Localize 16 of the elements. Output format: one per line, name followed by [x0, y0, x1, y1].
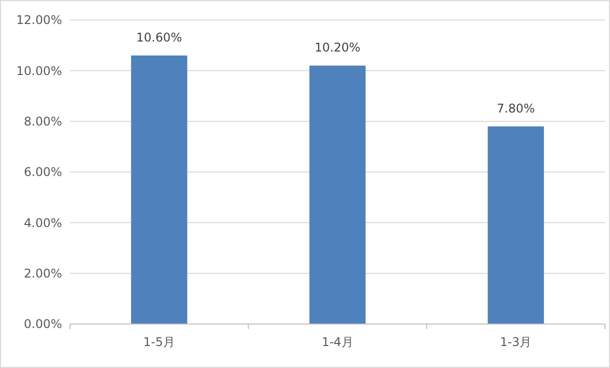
y-tick-label: 2.00% [24, 266, 62, 281]
x-tick-label: 1-4月 [322, 335, 354, 349]
y-tick-label: 0.00% [24, 317, 62, 332]
y-tick-label: 10.00% [16, 64, 62, 78]
y-tick-label: 4.00% [24, 216, 62, 230]
x-tick-label: 1-3月 [500, 335, 532, 349]
x-tick-label: 1-5月 [143, 335, 175, 349]
data-label: 7.80% [496, 101, 535, 116]
data-label: 10.60% [136, 30, 182, 44]
data-label: 10.20% [314, 40, 360, 55]
y-tick-label: 12.00% [16, 13, 62, 28]
y-tick-label: 6.00% [24, 165, 62, 180]
bar [131, 55, 188, 324]
y-tick-label: 8.00% [24, 114, 62, 129]
bar [309, 66, 366, 324]
bar [488, 126, 544, 324]
